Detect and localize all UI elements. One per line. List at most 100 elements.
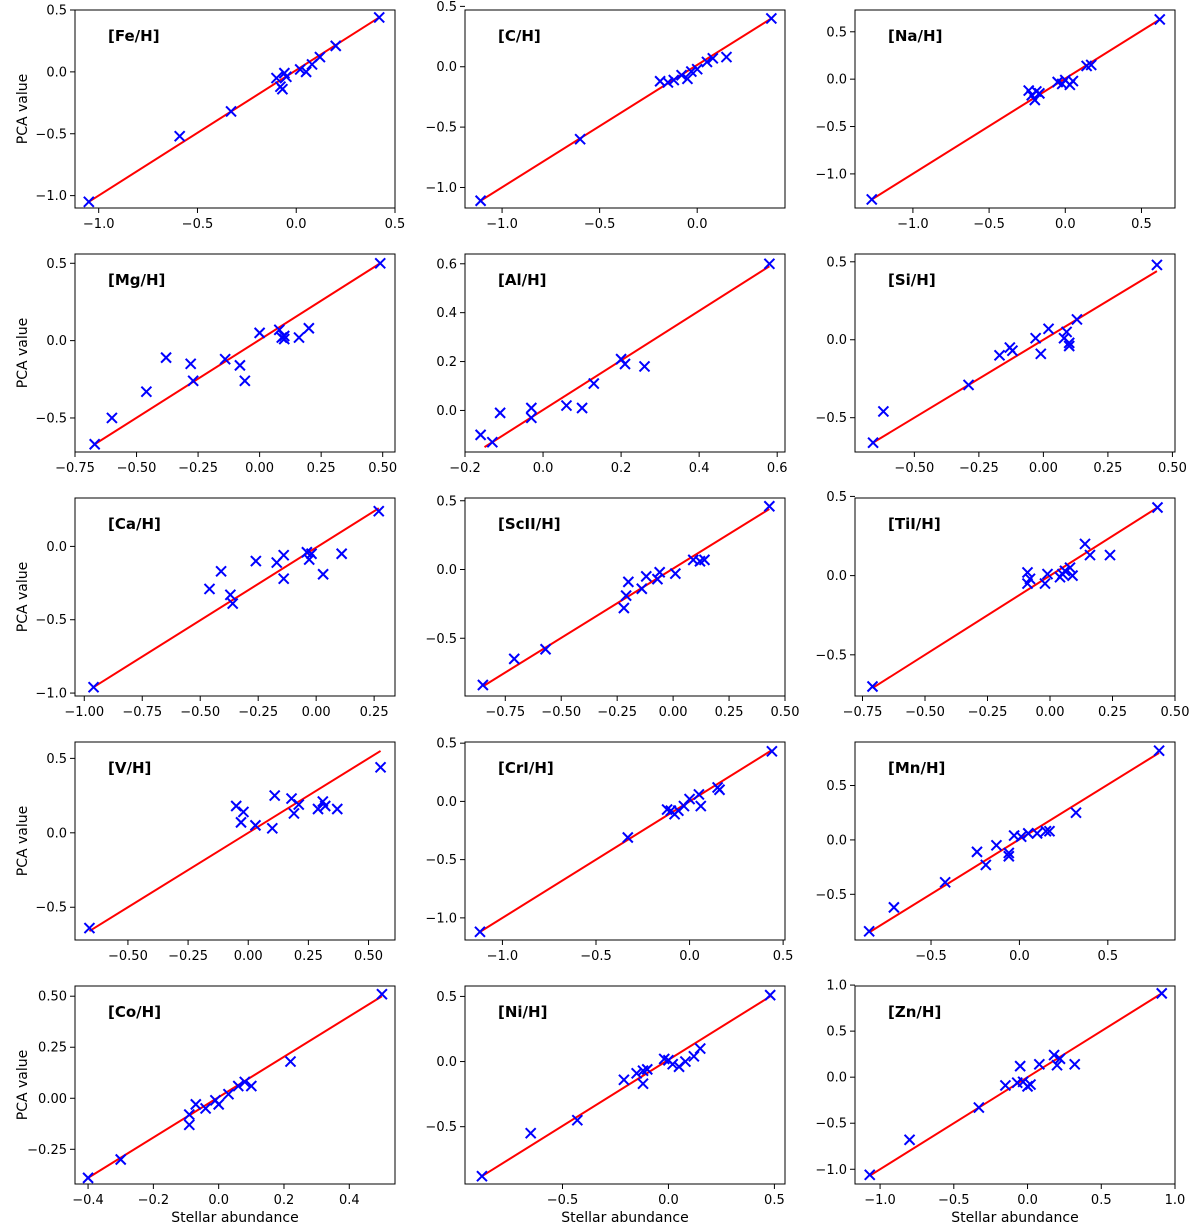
x-tick-label: −0.5	[915, 949, 947, 964]
x-tick-label: −1.0	[897, 217, 929, 232]
fit-line	[87, 995, 383, 1179]
y-tick-label: 0.5	[436, 737, 457, 752]
x-tick-label: 0.0	[658, 1193, 679, 1208]
data-point	[277, 549, 290, 561]
data-point	[494, 407, 506, 419]
data-point	[87, 681, 100, 693]
y-tick-label: 0.0	[436, 404, 457, 419]
data-point	[294, 63, 306, 76]
data-point	[1014, 1060, 1026, 1072]
data-point	[239, 1076, 251, 1088]
data-point	[864, 1169, 876, 1181]
fit-line	[481, 995, 771, 1178]
y-axis-label: PCA value	[15, 1050, 31, 1121]
data-point	[765, 12, 778, 25]
data-point	[1033, 1058, 1046, 1070]
data-point	[691, 63, 703, 75]
y-tick-label: −1.0	[425, 911, 457, 926]
data-point	[668, 74, 680, 86]
data-point	[574, 133, 586, 145]
x-tick-label: 1.0	[1165, 1193, 1186, 1208]
data-point	[314, 51, 326, 63]
data-point	[1066, 569, 1079, 582]
data-point	[1031, 827, 1043, 840]
axes-frame	[854, 741, 1176, 941]
data-point	[698, 554, 711, 566]
data-point	[183, 1108, 195, 1121]
x-tick-label: 0.4	[339, 1193, 360, 1208]
panel-12: −0.4 −0.2 0.0 0.2 0.4 −0.25 0.00 0.25 0.50 [Co/H]…	[15, 985, 396, 1226]
x-tick-label: −0.75	[843, 705, 883, 720]
panel-label: [C/H]	[498, 27, 541, 45]
x-tick-label: −0.50	[541, 705, 581, 720]
data-point	[1029, 94, 1041, 106]
data-point	[266, 822, 279, 835]
y-tick-label: −1.0	[35, 687, 67, 702]
data-point	[866, 680, 879, 693]
x-tick-label: −0.50	[108, 949, 148, 964]
data-point	[630, 1067, 643, 1079]
x-tick-label: 0.2	[274, 1193, 295, 1208]
data-point	[1064, 561, 1076, 574]
y-tick-label: 0.0	[46, 540, 67, 555]
data-point	[525, 402, 538, 414]
data-point	[1021, 566, 1034, 579]
fit-line	[479, 749, 773, 933]
x-tick-label: −0.50	[180, 705, 220, 720]
data-point	[1040, 825, 1052, 837]
x-tick-label: 0.0	[679, 949, 700, 964]
data-point	[980, 859, 992, 871]
panel-label: [CrI/H]	[498, 759, 554, 777]
data-point	[1104, 549, 1116, 561]
y-tick-label: 1.0	[826, 979, 847, 994]
data-point	[651, 573, 664, 585]
axes-frame	[464, 741, 786, 941]
y-tick-label: −0.5	[35, 613, 67, 628]
y-tick-label: 0.5	[436, 990, 457, 1005]
y-tick-label: 0.5	[826, 779, 847, 794]
data-point	[293, 331, 305, 344]
x-tick-label: −0.5	[584, 217, 616, 232]
data-point	[1071, 313, 1083, 326]
data-point	[1063, 340, 1075, 352]
data-point	[1151, 501, 1164, 514]
data-point	[312, 803, 324, 815]
panel-2: −1.0 −0.5 0.0 0.5 −1.0 −0.5 0.0 0.5 [Na/H]	[815, 9, 1176, 232]
data-point	[199, 1102, 212, 1115]
data-point	[270, 72, 283, 84]
panel-label: [Co/H]	[108, 1003, 161, 1021]
y-axis-label: PCA value	[15, 562, 31, 633]
x-tick-label: 0.5	[764, 1193, 785, 1208]
y-tick-label: 0.5	[826, 1025, 847, 1040]
x-axis-label: Stellar abundance	[951, 1210, 1078, 1226]
data-point	[766, 745, 778, 758]
y-tick-label: −0.5	[35, 127, 67, 142]
y-tick-label: 0.5	[826, 490, 847, 505]
data-point	[669, 567, 682, 580]
data-point	[187, 375, 199, 387]
axes-frame	[464, 497, 786, 697]
data-point	[477, 679, 489, 691]
panel-label: [Mg/H]	[108, 271, 165, 289]
y-tick-label: 0.6	[436, 257, 457, 272]
data-point	[1039, 577, 1051, 590]
data-point	[653, 566, 666, 578]
data-point	[763, 258, 776, 270]
data-point	[620, 589, 632, 602]
data-point	[1154, 13, 1166, 26]
data-point	[160, 351, 172, 364]
y-tick-label: 0.0	[826, 333, 847, 348]
panel-9: −0.50 −0.25 0.00 0.25 0.50 −0.5 0.0 0.5 [V/H] PCA…	[15, 741, 396, 964]
data-point	[618, 602, 630, 614]
fit-line	[868, 752, 1160, 934]
data-point	[82, 1172, 94, 1184]
y-tick-label: 0.00	[38, 1092, 67, 1107]
data-point	[1079, 538, 1091, 550]
data-point	[1085, 59, 1097, 71]
data-point	[863, 925, 875, 938]
data-point	[245, 1080, 258, 1092]
data-point	[277, 572, 290, 585]
x-tick-label: 0.5	[773, 949, 794, 964]
x-tick-label: −0.2	[449, 461, 481, 476]
data-point	[319, 800, 331, 812]
